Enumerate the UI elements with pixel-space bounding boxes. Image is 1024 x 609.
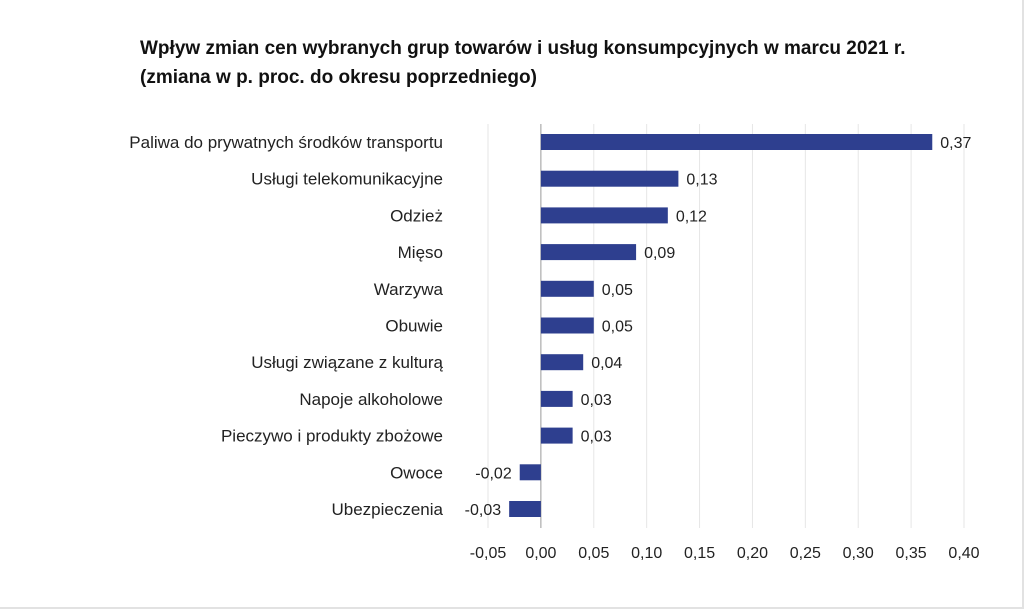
bar	[540, 170, 679, 187]
category-label: Mięso	[398, 243, 443, 262]
x-tick-label: 0,20	[737, 545, 768, 562]
x-tick-label: 0,35	[896, 545, 927, 562]
bar	[540, 244, 637, 261]
data-label: -0,03	[465, 502, 502, 519]
bar	[540, 207, 668, 224]
category-label: Ubezpieczenia	[331, 500, 443, 519]
category-label: Owoce	[390, 463, 443, 482]
category-label: Napoje alkoholowe	[299, 390, 443, 409]
x-tick-label: 0,10	[631, 545, 662, 562]
data-label: 0,05	[602, 282, 633, 299]
x-tick-label: -0,05	[470, 545, 507, 562]
bar	[540, 427, 573, 444]
x-tick-label: 0,00	[525, 545, 556, 562]
category-label: Paliwa do prywatnych środków transportu	[129, 133, 443, 152]
data-label: 0,12	[676, 208, 707, 225]
data-label: 0,05	[602, 319, 633, 336]
category-label: Pieczywo i produkty zbożowe	[221, 427, 443, 446]
data-label: 0,13	[686, 172, 717, 189]
x-tick-label: 0,25	[790, 545, 821, 562]
data-label: 0,03	[581, 429, 612, 446]
bar	[540, 134, 933, 150]
category-label: Usługi telekomunikacyjne	[251, 170, 443, 189]
category-label: Odzież	[390, 206, 443, 225]
x-tick-label: 0,05	[578, 545, 609, 562]
bar	[540, 317, 594, 334]
bar	[540, 280, 594, 297]
category-label: Warzywa	[374, 280, 444, 299]
x-tick-label: 0,40	[948, 545, 979, 562]
chart-title: Wpływ zmian cen wybranych grup towarów i…	[140, 34, 1000, 92]
category-label: Obuwie	[385, 317, 443, 336]
bar	[540, 390, 573, 407]
data-label: 0,03	[581, 392, 612, 409]
x-tick-label: 0,15	[684, 545, 715, 562]
chart-subtitle: (zmiana w p. proc. do okresu poprzednieg…	[140, 67, 537, 88]
data-label: -0,02	[475, 465, 512, 482]
x-tick-label: 0,30	[843, 545, 874, 562]
category-label: Usługi związane z kulturą	[251, 353, 443, 372]
data-label: 0,37	[940, 135, 971, 152]
bar	[540, 354, 584, 371]
chart-title-line: Wpływ zmian cen wybranych grup towarów i…	[140, 38, 906, 59]
data-label: 0,09	[644, 245, 675, 262]
data-label: 0,04	[591, 355, 622, 372]
bar	[519, 464, 541, 481]
bar	[509, 501, 541, 517]
